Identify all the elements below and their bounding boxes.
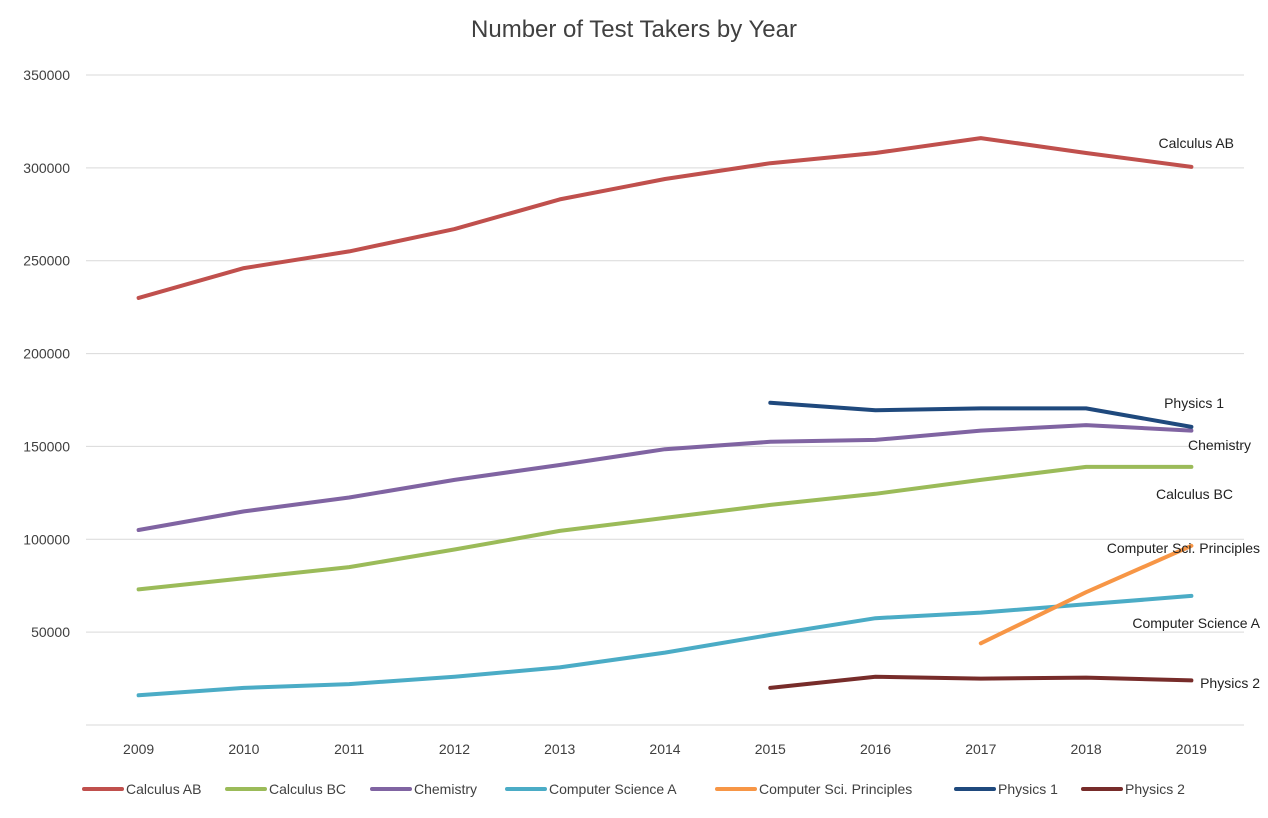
x-tick-label: 2014 xyxy=(649,741,680,757)
data-point xyxy=(347,682,351,686)
data-point xyxy=(874,492,878,496)
x-tick-label: 2017 xyxy=(965,741,996,757)
legend-label: Chemistry xyxy=(414,781,477,797)
series-line-physics-1 xyxy=(768,400,1194,429)
series-line-physics-2 xyxy=(768,674,1194,690)
data-point xyxy=(1189,465,1193,469)
data-point xyxy=(558,665,562,669)
data-point xyxy=(768,503,772,507)
end-label: Calculus AB xyxy=(1159,135,1234,151)
legend-label: Calculus BC xyxy=(269,781,346,797)
data-point xyxy=(874,675,878,679)
end-label: Computer Science A xyxy=(1132,615,1260,631)
data-point xyxy=(452,227,456,231)
data-point xyxy=(452,478,456,482)
end-label: Physics 2 xyxy=(1200,675,1260,691)
y-tick-label: 350000 xyxy=(23,67,70,83)
end-label: Chemistry xyxy=(1188,437,1251,453)
data-point xyxy=(558,463,562,467)
data-point xyxy=(1084,151,1088,155)
data-point xyxy=(558,197,562,201)
data-point xyxy=(979,641,983,645)
data-point xyxy=(1084,676,1088,680)
y-tick-label: 300000 xyxy=(23,160,70,176)
data-point xyxy=(663,516,667,520)
data-point xyxy=(979,406,983,410)
end-label: Computer Sci. Principles xyxy=(1107,540,1260,556)
data-point xyxy=(874,438,878,442)
x-tick-label: 2018 xyxy=(1071,741,1102,757)
legend-label: Computer Sci. Principles xyxy=(759,781,912,797)
series-line-calculus-bc xyxy=(136,464,1194,592)
x-tick-label: 2010 xyxy=(228,741,259,757)
data-point xyxy=(979,136,983,140)
data-point xyxy=(137,693,141,697)
data-point xyxy=(663,177,667,181)
x-tick-label: 2012 xyxy=(439,741,470,757)
x-tick-label: 2013 xyxy=(544,741,575,757)
data-point xyxy=(1189,165,1193,169)
data-point xyxy=(1084,423,1088,427)
x-tick-label: 2019 xyxy=(1176,741,1207,757)
data-point xyxy=(874,151,878,155)
data-point xyxy=(979,478,983,482)
data-point xyxy=(768,401,772,405)
data-point xyxy=(137,587,141,591)
data-point xyxy=(137,528,141,532)
legend-label: Physics 1 xyxy=(998,781,1058,797)
end-label: Calculus BC xyxy=(1156,486,1233,502)
data-point xyxy=(452,675,456,679)
data-point xyxy=(242,686,246,690)
series-line-chemistry xyxy=(136,423,1194,532)
data-point xyxy=(874,616,878,620)
data-point xyxy=(979,429,983,433)
data-point xyxy=(242,266,246,270)
legend-label: Calculus AB xyxy=(126,781,201,797)
y-tick-label: 50000 xyxy=(31,624,70,640)
chart-title: Number of Test Takers by Year xyxy=(471,16,797,43)
data-point xyxy=(1084,602,1088,606)
y-tick-label: 250000 xyxy=(23,253,70,269)
data-point xyxy=(1189,429,1193,433)
x-tick-label: 2011 xyxy=(334,741,364,757)
x-tick-label: 2015 xyxy=(755,741,786,757)
data-point xyxy=(347,249,351,253)
x-tick-label: 2009 xyxy=(123,741,154,757)
end-label: Physics 1 xyxy=(1164,395,1224,411)
data-point xyxy=(242,576,246,580)
data-point xyxy=(768,440,772,444)
data-point xyxy=(979,677,983,681)
data-point xyxy=(1189,594,1193,598)
data-point xyxy=(979,611,983,615)
data-point xyxy=(1189,425,1193,429)
y-tick-label: 200000 xyxy=(23,346,70,362)
data-point xyxy=(1084,465,1088,469)
data-point xyxy=(768,686,772,690)
data-point xyxy=(768,161,772,165)
series-line-computer-sci-principles xyxy=(978,543,1194,646)
x-tick-label: 2016 xyxy=(860,741,891,757)
series-line-computer-science-a xyxy=(136,593,1194,698)
y-tick-label: 150000 xyxy=(23,438,70,454)
y-tick-label: 100000 xyxy=(23,531,70,547)
data-point xyxy=(1189,678,1193,682)
series-line-calculus-ab xyxy=(136,136,1194,300)
data-point xyxy=(1084,406,1088,410)
data-point xyxy=(242,509,246,513)
legend-label: Computer Science A xyxy=(549,781,677,797)
data-point xyxy=(768,633,772,637)
data-point xyxy=(452,548,456,552)
data-point xyxy=(347,565,351,569)
data-point xyxy=(874,408,878,412)
legend-label: Physics 2 xyxy=(1125,781,1185,797)
data-point xyxy=(137,296,141,300)
data-point xyxy=(1084,590,1088,594)
data-point xyxy=(558,529,562,533)
data-point xyxy=(663,447,667,451)
data-point xyxy=(347,496,351,500)
data-point xyxy=(663,651,667,655)
